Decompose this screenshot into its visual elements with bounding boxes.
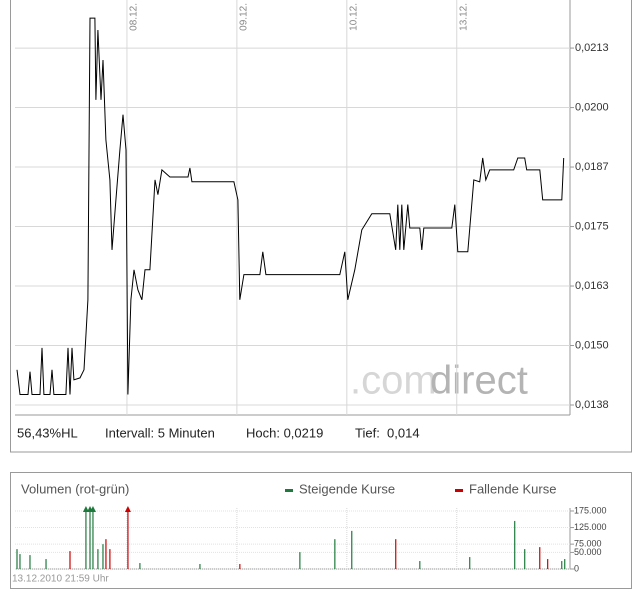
overflow-arrow	[89, 506, 96, 512]
y-tick-label: 125.000	[574, 522, 607, 532]
legend-label: Fallende Kurse	[469, 481, 556, 496]
price-line	[16, 17, 565, 395]
y-tick-label: 0,0163	[575, 280, 609, 292]
y-tick-label: 0,0150	[575, 339, 609, 351]
x-tick-label: 09.12.	[239, 3, 250, 31]
y-tick-label: 0,0213	[575, 42, 609, 54]
x-tick-label: 10.12.	[348, 3, 359, 31]
watermark: .com	[350, 359, 437, 403]
volume-title: Volumen (rot-grün)	[21, 481, 129, 496]
info: Tief: 0,014	[355, 425, 420, 440]
info: 56,43%HL	[17, 425, 78, 440]
y-tick-label: 0,0175	[575, 220, 609, 232]
x-tick-label: 13.12.	[458, 3, 469, 31]
y-tick-label: 175.000	[574, 505, 607, 515]
y-tick-label: 0,0200	[575, 101, 609, 113]
info: Hoch: 0,0219	[246, 425, 323, 440]
watermark: direct	[430, 359, 528, 403]
y-tick-label: 0,0187	[575, 161, 609, 173]
info: Intervall: 5 Minuten	[105, 425, 215, 440]
legend-swatch	[285, 489, 293, 492]
y-tick-label: 0	[574, 563, 579, 573]
y-tick-label: 50.000	[574, 547, 602, 557]
x-tick-label: 08.12.	[129, 3, 140, 31]
y-tick-label: 0,0138	[575, 399, 609, 411]
timestamp: 13.12.2010 21:59 Uhr	[12, 574, 109, 585]
overflow-arrow	[124, 506, 131, 512]
y-tick-label: 75.000	[574, 539, 602, 549]
overflow-arrow	[82, 506, 89, 512]
legend-label: Steigende Kurse	[299, 481, 395, 496]
legend-swatch	[455, 489, 463, 492]
